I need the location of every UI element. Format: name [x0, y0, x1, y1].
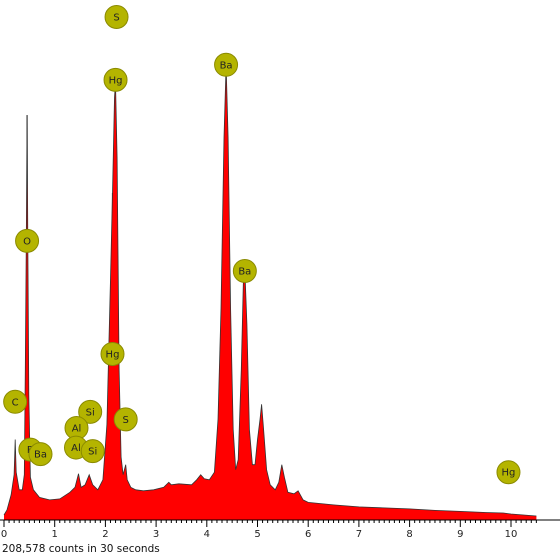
x-tick-label: 3	[153, 529, 159, 540]
peak-marker-label: Al	[72, 423, 82, 434]
peak-marker	[78, 399, 103, 424]
peak-marker-label: Ba	[220, 60, 233, 71]
x-tick-label: 2	[102, 529, 108, 540]
peak-marker-label: Hg	[106, 350, 120, 361]
marker-stems	[26, 115, 114, 343]
spectrum-outline	[3, 64, 537, 517]
x-tick-label: 7	[356, 529, 362, 540]
peak-marker	[113, 407, 138, 432]
peak-marker	[3, 389, 28, 414]
peak-marker	[100, 342, 125, 367]
x-tick-label: 8	[406, 529, 412, 540]
x-tick-label: 6	[305, 529, 311, 540]
x-tick-label: 0	[1, 529, 7, 540]
x-tick-label: 9	[457, 529, 463, 540]
peak-marker-label: Al	[71, 443, 81, 454]
peak-marker	[15, 228, 40, 253]
peak-marker-label: Si	[88, 447, 97, 458]
peak-marker	[28, 442, 53, 467]
peak-marker	[232, 259, 257, 284]
peak-marker-label: Hg	[109, 75, 123, 86]
x-tick-label: 5	[254, 529, 260, 540]
peak-marker-label: Ba	[238, 267, 251, 278]
x-axis-ticks: 0 1 2 3 4 5 6 7 8 9 10	[1, 520, 537, 540]
peak-marker-label: O	[23, 236, 31, 247]
peak-marker-label: Hg	[502, 468, 516, 479]
peak-marker-label: S	[113, 13, 119, 24]
peak-marker-label: C	[12, 397, 19, 408]
peak-marker-label: Si	[86, 407, 95, 418]
x-tick-label: 10	[505, 529, 518, 540]
peak-marker	[103, 67, 128, 92]
peak-marker-label: Ba	[34, 450, 47, 461]
peak-marker-label: S	[123, 415, 129, 426]
peak-marker	[104, 5, 129, 29]
x-tick-label: 1	[52, 529, 58, 540]
peak-marker	[496, 460, 521, 485]
x-tick-label: 4	[204, 529, 210, 540]
peak-marker	[80, 439, 105, 464]
counts-label: 208,578 counts in 30 seconds	[2, 543, 160, 555]
peak-marker	[214, 52, 239, 77]
peak-markers: SHgBaOBaHgCSiSAlAlSiBBaHg	[3, 5, 521, 485]
